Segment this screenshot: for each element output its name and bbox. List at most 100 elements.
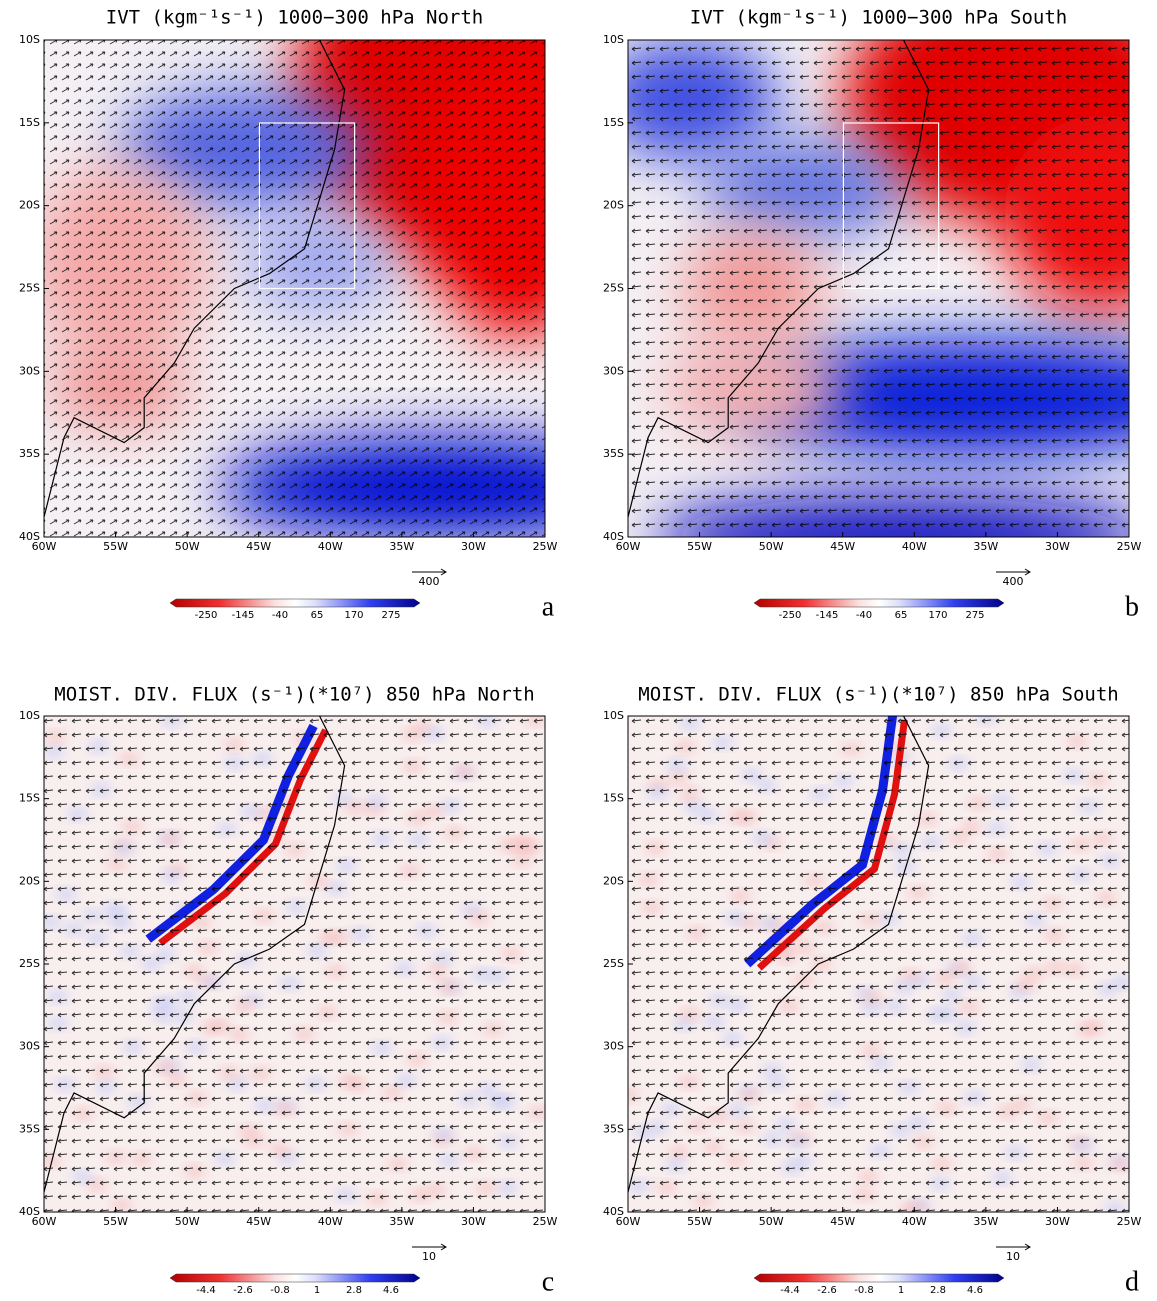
colorbar-label: -145 bbox=[816, 610, 839, 621]
longitude-label: 25W bbox=[533, 1215, 558, 1228]
latitude-label: 40S bbox=[19, 530, 40, 543]
colorbar-label: -40 bbox=[856, 610, 872, 621]
shaded-field bbox=[628, 716, 1129, 1212]
colorbar-label: -4.4 bbox=[780, 1285, 800, 1296]
colorbar-label: 2.8 bbox=[930, 1285, 946, 1296]
colorbar-label: 1 bbox=[314, 1285, 320, 1296]
longitude-label: 25W bbox=[533, 540, 558, 553]
colorbar-label: 275 bbox=[381, 610, 400, 621]
reference-vector-label: 10 bbox=[1006, 1250, 1020, 1263]
colorbar bbox=[169, 1273, 421, 1283]
longitude-label: 45W bbox=[246, 540, 271, 553]
colorbar-label: -2.6 bbox=[817, 1285, 837, 1296]
longitude-label: 50W bbox=[759, 1215, 784, 1228]
longitude-label: 35W bbox=[389, 540, 414, 553]
latitude-label: 35S bbox=[19, 447, 40, 460]
reference-arrow-head bbox=[440, 568, 447, 576]
colorbar-label: -145 bbox=[232, 610, 255, 621]
latitude-label: 25S bbox=[19, 282, 40, 295]
colorbar-label: 65 bbox=[895, 610, 908, 621]
colorbar-label: 2.8 bbox=[346, 1285, 362, 1296]
colorbar-label: -250 bbox=[779, 610, 802, 621]
longitude-label: 35W bbox=[973, 540, 998, 553]
coastline bbox=[628, 40, 930, 518]
latitude-label: 35S bbox=[603, 447, 624, 460]
latitude-label: 30S bbox=[19, 364, 40, 377]
longitude-label: 40W bbox=[902, 540, 927, 553]
latitude-label: 20S bbox=[603, 874, 624, 887]
colorbar bbox=[169, 598, 421, 608]
longitude-label: 50W bbox=[175, 1215, 200, 1228]
latitude-label: 40S bbox=[19, 1205, 40, 1218]
coastline bbox=[44, 716, 346, 1193]
latitude-label: 15S bbox=[603, 116, 624, 129]
colorbar bbox=[753, 1273, 1005, 1283]
latitude-label: 30S bbox=[603, 364, 624, 377]
panel-letter: a bbox=[542, 591, 555, 622]
longitude-label: 60W bbox=[32, 1215, 57, 1228]
panel-title: MOIST. DIV. FLUX (s⁻¹)(*10⁷) 850 hPa Nor… bbox=[54, 684, 534, 706]
wind-vectors bbox=[44, 716, 545, 1212]
longitude-label: 60W bbox=[616, 540, 641, 553]
colorbar-label: -250 bbox=[195, 610, 218, 621]
reference-arrow-head bbox=[440, 1243, 447, 1251]
panel-title: MOIST. DIV. FLUX (s⁻¹)(*10⁷) 850 hPa Sou… bbox=[638, 684, 1118, 706]
longitude-label: 25W bbox=[1117, 540, 1142, 553]
latitude-label: 35S bbox=[603, 1122, 624, 1135]
latitude-label: 25S bbox=[603, 957, 624, 970]
map-panel: MOIST. DIV. FLUX (s⁻¹)(*10⁷) 850 hPa Sou… bbox=[603, 684, 1142, 1298]
map-panel: IVT (kgm⁻¹s⁻¹) 1000−300 hPa North 10S 15S 2… bbox=[19, 7, 558, 623]
colorbar-label: 4.6 bbox=[967, 1285, 983, 1296]
longitude-label: 25W bbox=[1117, 1215, 1142, 1228]
longitude-label: 30W bbox=[1045, 1215, 1070, 1228]
longitude-label: 45W bbox=[830, 540, 855, 553]
latitude-label: 40S bbox=[603, 1205, 624, 1218]
panel-title: IVT (kgm⁻¹s⁻¹) 1000−300 hPa North bbox=[106, 7, 484, 29]
panel-letter: c bbox=[542, 1266, 554, 1297]
latitude-label: 20S bbox=[19, 874, 40, 887]
colorbar-label: 1 bbox=[898, 1285, 904, 1296]
longitude-label: 55W bbox=[687, 1215, 712, 1228]
shaded-field bbox=[44, 40, 545, 537]
latitude-label: 20S bbox=[19, 199, 40, 212]
colorbar bbox=[753, 598, 1005, 608]
latitude-label: 30S bbox=[19, 1040, 40, 1053]
colorbar-label: -0.8 bbox=[854, 1285, 874, 1296]
longitude-label: 30W bbox=[461, 540, 486, 553]
longitude-label: 60W bbox=[32, 540, 57, 553]
longitude-label: 30W bbox=[1045, 540, 1070, 553]
shaded-field bbox=[628, 40, 1129, 537]
longitude-label: 45W bbox=[246, 1215, 271, 1228]
longitude-label: 35W bbox=[389, 1215, 414, 1228]
study-box bbox=[842, 122, 940, 290]
longitude-label: 40W bbox=[318, 540, 343, 553]
shaded-field bbox=[44, 716, 545, 1212]
latitude-label: 35S bbox=[19, 1122, 40, 1135]
latitude-label: 15S bbox=[603, 792, 624, 805]
study-box bbox=[258, 122, 356, 290]
latitude-label: 15S bbox=[19, 116, 40, 129]
longitude-label: 50W bbox=[759, 540, 784, 553]
longitude-label: 60W bbox=[616, 1215, 641, 1228]
colorbar-label: 275 bbox=[965, 610, 984, 621]
reference-vector-label: 400 bbox=[419, 575, 440, 588]
latitude-label: 10S bbox=[19, 33, 40, 46]
colorbar-label: 170 bbox=[344, 610, 363, 621]
longitude-label: 40W bbox=[318, 1215, 343, 1228]
colorbar-label: -2.6 bbox=[233, 1285, 253, 1296]
longitude-label: 55W bbox=[103, 1215, 128, 1228]
latitude-label: 15S bbox=[19, 792, 40, 805]
latitude-label: 10S bbox=[603, 33, 624, 46]
latitude-label: 10S bbox=[603, 709, 624, 722]
reference-vector-label: 10 bbox=[422, 1250, 436, 1263]
longitude-label: 45W bbox=[830, 1215, 855, 1228]
longitude-label: 40W bbox=[902, 1215, 927, 1228]
reference-arrow-head bbox=[1024, 568, 1031, 576]
map-panel: MOIST. DIV. FLUX (s⁻¹)(*10⁷) 850 hPa Nor… bbox=[19, 684, 558, 1298]
wind-vectors bbox=[628, 716, 1129, 1212]
longitude-label: 30W bbox=[461, 1215, 486, 1228]
reference-arrow-head bbox=[1024, 1243, 1031, 1251]
latitude-label: 20S bbox=[603, 199, 624, 212]
latitude-label: 30S bbox=[603, 1040, 624, 1053]
